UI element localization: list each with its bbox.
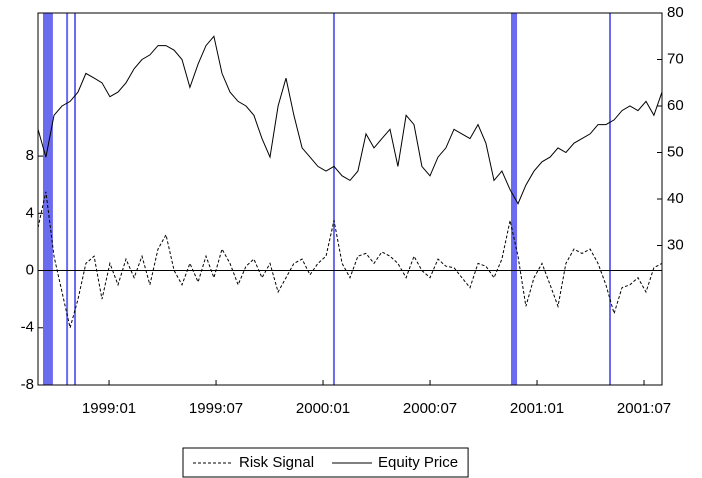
highlight-band xyxy=(66,13,69,385)
x-tick-label: 2000:01 xyxy=(296,400,350,417)
legend-label: Equity Price xyxy=(378,454,458,471)
y2-tick-label: 50 xyxy=(667,143,684,160)
highlight-band xyxy=(42,13,53,385)
y-tick-label: 4 xyxy=(26,204,34,221)
y2-tick-label: 60 xyxy=(667,97,684,114)
series-line xyxy=(37,35,663,205)
x-tick-label: 2001:07 xyxy=(617,400,671,417)
legend-label: Risk Signal xyxy=(239,454,314,471)
highlight-band xyxy=(332,13,335,385)
highlight-band xyxy=(609,13,611,385)
y2-tick-label: 30 xyxy=(667,236,684,253)
y2-tick-label: 80 xyxy=(667,4,684,21)
series-line xyxy=(37,191,663,328)
y-tick-label: -8 xyxy=(21,376,34,393)
plot-frame xyxy=(37,12,663,386)
y-tick-label: -4 xyxy=(21,319,34,336)
x-tick-label: 2000:07 xyxy=(403,400,457,417)
highlight-band xyxy=(510,13,518,385)
y-tick-label: 0 xyxy=(26,262,34,279)
x-tick-label: 1999:01 xyxy=(82,400,136,417)
y-tick-label: 8 xyxy=(26,147,34,164)
legend: Risk Signal Equity Price xyxy=(182,447,469,478)
legend-box xyxy=(182,447,469,478)
y2-tick-label: 40 xyxy=(667,190,684,207)
x-tick-label: 2001:01 xyxy=(510,400,564,417)
y2-tick-label: 70 xyxy=(667,50,684,67)
highlight-band xyxy=(74,13,77,385)
x-tick-label: 1999:07 xyxy=(189,400,243,417)
